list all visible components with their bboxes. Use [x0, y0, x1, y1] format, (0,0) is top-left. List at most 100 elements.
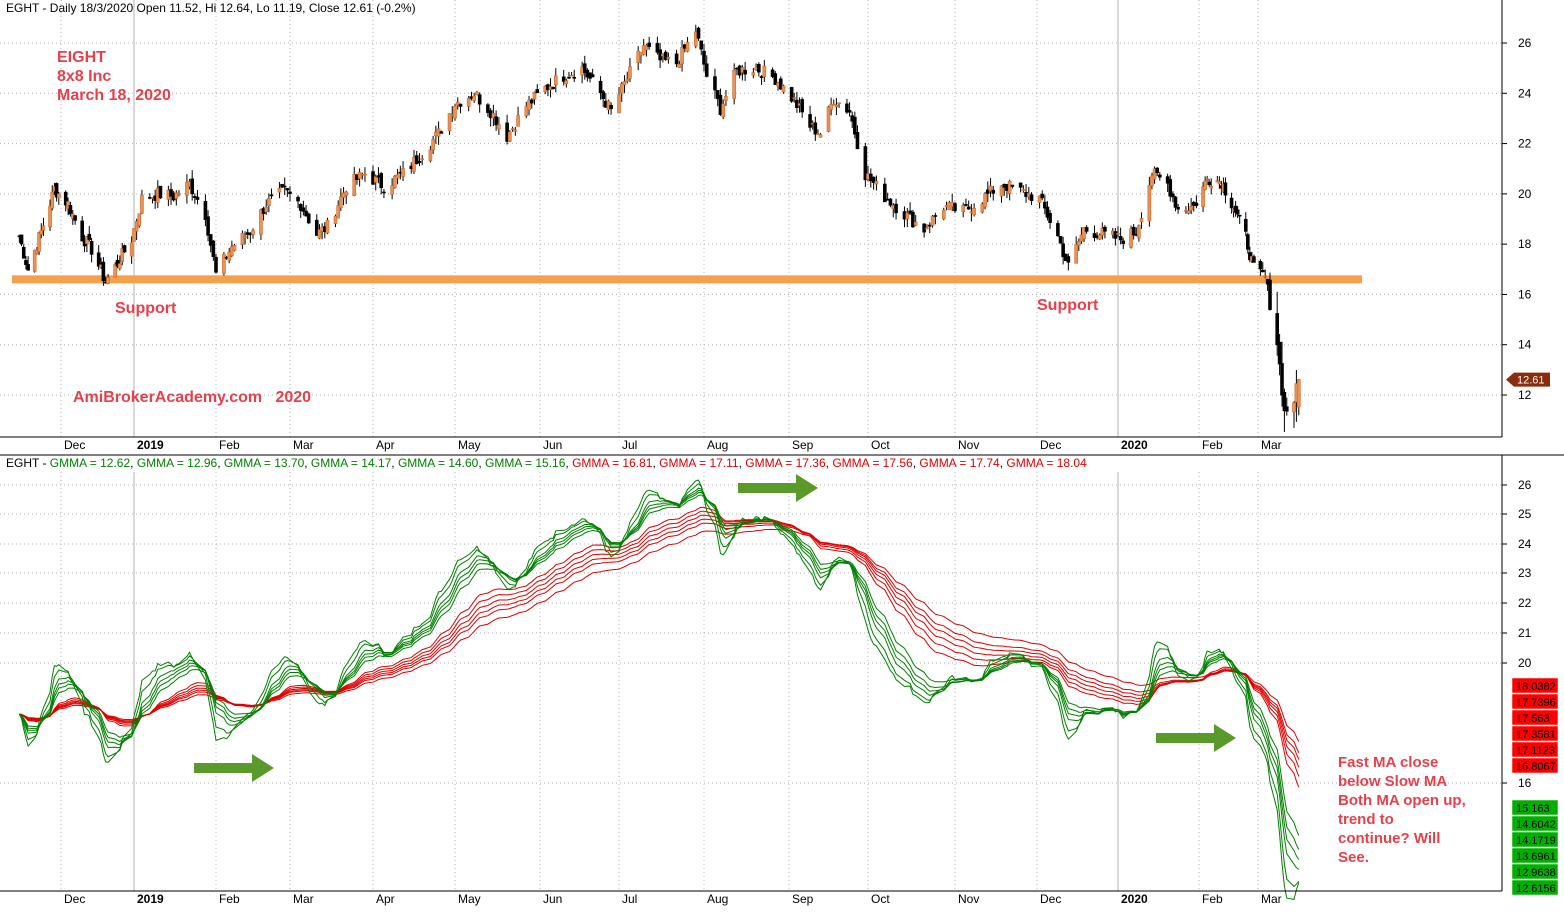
- candle-down: [379, 173, 384, 189]
- candle-down: [551, 86, 555, 90]
- gmma-annotation-line: See.: [1338, 849, 1369, 866]
- candle-up: [177, 193, 181, 195]
- candle-up: [431, 139, 435, 151]
- x-tick-label-top: Nov: [958, 438, 979, 452]
- x-tick-label-top: Apr: [376, 438, 395, 452]
- candle-up: [972, 207, 976, 216]
- candle-up: [455, 101, 460, 106]
- x-tick-label-top: Jun: [543, 438, 562, 452]
- candle-up: [134, 221, 139, 232]
- x-tick-label-top: Mar: [293, 438, 314, 452]
- candle-down: [853, 116, 857, 135]
- candle-down: [158, 185, 163, 199]
- candle-up: [277, 188, 282, 193]
- candle-up: [762, 65, 767, 78]
- slow-value-label: 16.8067: [1516, 761, 1556, 773]
- candle-down: [24, 260, 28, 265]
- candle-down: [1207, 181, 1211, 186]
- candle-down: [847, 110, 852, 113]
- candle-down: [1243, 218, 1248, 232]
- candle-down: [713, 76, 717, 91]
- fast-value-label: 12.6156: [1516, 883, 1556, 895]
- candle-down: [674, 53, 679, 65]
- support-label-right: Support: [1037, 297, 1099, 314]
- slow-value-label-bg: [1511, 693, 1559, 710]
- candle-down: [1233, 205, 1238, 213]
- candle-up: [732, 69, 736, 99]
- candle-up: [1129, 228, 1133, 248]
- candle-up: [1150, 175, 1154, 186]
- candle-down: [1173, 196, 1178, 208]
- candle-down: [96, 252, 101, 267]
- candle-down: [1061, 243, 1065, 258]
- candle-down: [1113, 231, 1118, 239]
- support-layer: [12, 275, 1362, 284]
- y-tick-label-top: 18: [1518, 237, 1532, 251]
- candle-down: [63, 191, 68, 206]
- arrow-left: [194, 754, 274, 782]
- x-tick-label-bottom: Nov: [958, 892, 979, 906]
- candle-up: [137, 213, 142, 226]
- candle-up: [1139, 218, 1144, 223]
- candle-up: [395, 174, 400, 179]
- slow-value-label: 17.1123: [1516, 745, 1555, 757]
- candle-up: [428, 149, 433, 162]
- candle-down: [494, 116, 498, 126]
- candle-down: [535, 89, 540, 94]
- candle-down: [122, 245, 127, 253]
- x-tick-label-top: May: [458, 438, 481, 452]
- x-tick-label-top: Mar: [1261, 438, 1282, 452]
- gmma-legend-entry: GMMA = 12.62: [50, 456, 131, 470]
- y-tick-label-bottom: 26: [1518, 478, 1532, 492]
- x-tick-label-bottom: Jun: [543, 892, 562, 906]
- arrow-right: [1156, 724, 1236, 752]
- candle-down: [68, 205, 73, 215]
- fast-value-label-bg: [1511, 831, 1559, 848]
- candle-down: [582, 63, 587, 73]
- candle-up: [39, 230, 44, 235]
- x-tick-label-bottom: Dec: [1040, 892, 1061, 906]
- candle-down: [1194, 202, 1199, 207]
- candle-up: [1074, 244, 1078, 264]
- candle-down: [1010, 184, 1015, 187]
- candle-up: [792, 97, 797, 99]
- candle-up: [325, 219, 330, 234]
- y-tick-label-bottom: 22: [1518, 596, 1532, 610]
- gmma-annotation-line: trend to: [1338, 811, 1394, 828]
- candle-up: [227, 251, 232, 261]
- slow-value-label-bg: [1511, 709, 1559, 726]
- candle-up: [961, 204, 966, 212]
- candle-up: [622, 81, 627, 86]
- slow-value-label: 17.3581: [1516, 729, 1556, 741]
- candle-down: [439, 131, 444, 134]
- gmma-annotation-line: Fast MA close: [1338, 754, 1438, 771]
- candle-down: [301, 207, 306, 212]
- candle-up: [781, 85, 786, 93]
- candle-down: [54, 183, 59, 198]
- candle-down: [458, 103, 463, 107]
- candle-up: [472, 95, 476, 101]
- fast-value-label-bg: [1511, 879, 1559, 896]
- candle-down: [1118, 236, 1123, 241]
- x-tick-label-top: Oct: [871, 438, 890, 452]
- gmma-legend-separator: ,: [652, 456, 659, 470]
- gmma-legend-separator: ,: [391, 456, 398, 470]
- y-tick-label-bottom: 23: [1518, 566, 1532, 580]
- x-tick-label-top: 2019: [137, 438, 164, 452]
- gmma-legend-separator: ,: [565, 456, 572, 470]
- candle-up: [491, 113, 496, 119]
- candle-up: [475, 91, 479, 96]
- candle-up: [834, 104, 839, 108]
- candle-up: [513, 129, 518, 132]
- candle-up: [401, 168, 405, 177]
- x-tick-label-bottom: Sep: [792, 892, 814, 906]
- gmma-fast-line: [19, 494, 1300, 836]
- candle-down: [590, 74, 595, 78]
- x-tick-label-bottom: Mar: [293, 892, 314, 906]
- gmma-legend-entry: GMMA = 12.96: [137, 456, 218, 470]
- candle-down: [1261, 270, 1265, 273]
- gmma-legend-entry: GMMA = 16.81: [572, 456, 653, 470]
- x-tick-label-bottom: Mar: [1261, 892, 1282, 906]
- gmma-legend-entry: GMMA = 17.56: [832, 456, 913, 470]
